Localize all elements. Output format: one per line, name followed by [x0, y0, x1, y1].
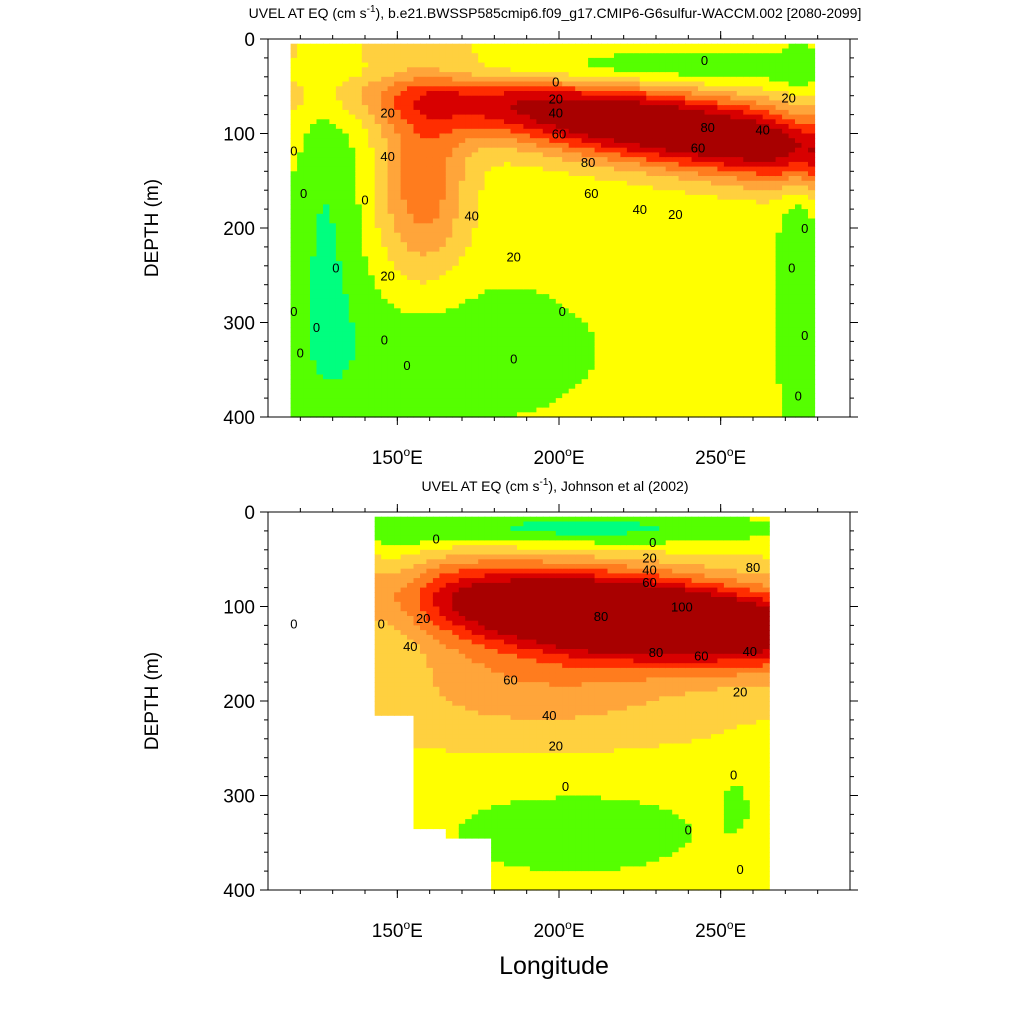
contour-label-7: 40: [755, 123, 769, 138]
x-tick-label: 150oE: [372, 445, 423, 469]
contour-label-26: 0: [403, 358, 410, 373]
contour-label-6: 20: [642, 550, 656, 565]
y-axis-label: DEPTH (m): [142, 179, 163, 277]
contour-label-10: 80: [594, 609, 608, 624]
y-tick-label: 100: [223, 598, 255, 619]
contour-label-11: 100: [671, 600, 693, 615]
contour-label-9: 80: [581, 155, 595, 170]
contour-label-29: 0: [801, 221, 808, 236]
contour-label-30: 0: [788, 261, 795, 276]
contour-fill: [290, 43, 816, 418]
contour-label-27: 0: [510, 351, 517, 366]
contour-label-5: 0: [649, 535, 656, 550]
contour-label-25: 0: [381, 333, 388, 348]
contour-label-18: 20: [733, 685, 747, 700]
contour-label-15: 60: [503, 672, 517, 687]
contour-label-15: 20: [380, 106, 394, 121]
contour-label-11: 40: [633, 202, 647, 217]
contour-label-21: 0: [685, 823, 692, 838]
contour-label-21: 0: [332, 261, 339, 276]
contour-label-17: 20: [380, 268, 394, 283]
contour-label-17: 20: [549, 738, 563, 753]
contour-fill: [374, 516, 770, 891]
y-tick-label: 200: [223, 692, 255, 713]
contour-label-20: 0: [361, 193, 368, 208]
y-tick-label: 400: [223, 881, 255, 902]
x-axis-label: Longitude: [499, 952, 609, 980]
contour-label-3: 60: [552, 127, 566, 142]
contour-label-19: 0: [300, 186, 307, 201]
contour-label-18: 0: [290, 144, 297, 159]
contour-label-31: 0: [801, 328, 808, 343]
contour-label-5: 80: [700, 120, 714, 135]
contour-label-1: 0: [290, 617, 297, 632]
contour-label-2: 40: [549, 106, 563, 121]
contour-label-20: 0: [730, 768, 737, 783]
contour-label-13: 40: [464, 209, 478, 224]
contour-label-16: 40: [380, 149, 394, 164]
contour-label-2: 0: [378, 617, 385, 632]
y-tick-label: 200: [223, 219, 255, 240]
contour-label-32: 0: [795, 388, 802, 403]
y-tick-label: 300: [223, 787, 255, 808]
contour-label-13: 60: [694, 649, 708, 664]
contour-label-0: 0: [432, 532, 439, 547]
contour-label-8: 60: [642, 575, 656, 590]
x-tick-label: 250oE: [695, 918, 746, 942]
y-tick-label: 300: [223, 314, 255, 335]
contour-label-22: 0: [736, 862, 743, 877]
contour-label-22: 0: [290, 304, 297, 319]
chart-title: UVEL AT EQ (cm s-1), Johnson et al (2002…: [422, 477, 689, 494]
y-tick-label: 0: [244, 503, 255, 524]
contour-label-7: 40: [642, 563, 656, 578]
contour-label-24: 0: [297, 346, 304, 361]
contour-label-12: 20: [668, 207, 682, 222]
contour-label-28: 0: [559, 304, 566, 319]
contour-label-4: 40: [403, 639, 417, 654]
contour-label-12: 80: [649, 645, 663, 660]
y-tick-label: 0: [244, 30, 255, 51]
contour-label-6: 60: [691, 141, 705, 156]
chart-title: UVEL AT EQ (cm s-1), b.e21.BWSSP585cmip6…: [249, 4, 862, 21]
y-tick-label: 400: [223, 408, 255, 429]
contour-label-8: 20: [781, 91, 795, 106]
contour-label-14: 40: [743, 644, 757, 659]
x-tick-label: 150oE: [372, 918, 423, 942]
contour-label-9: 80: [746, 560, 760, 575]
y-axis-label: DEPTH (m): [142, 652, 163, 750]
x-tick-label: 200oE: [533, 918, 584, 942]
contour-label-4: 0: [701, 53, 708, 68]
y-tick-label: 100: [223, 125, 255, 146]
contour-label-3: 20: [416, 611, 430, 626]
contour-label-19: 0: [562, 779, 569, 794]
x-tick-label: 200oE: [533, 445, 584, 469]
contour-label-1: 20: [549, 92, 563, 107]
contour-label-23: 0: [313, 320, 320, 335]
contour-label-10: 60: [584, 186, 598, 201]
contour-label-0: 0: [552, 75, 559, 90]
contour-label-14: 20: [506, 249, 520, 264]
x-tick-label: 250oE: [695, 445, 746, 469]
contour-label-16: 40: [542, 708, 556, 723]
